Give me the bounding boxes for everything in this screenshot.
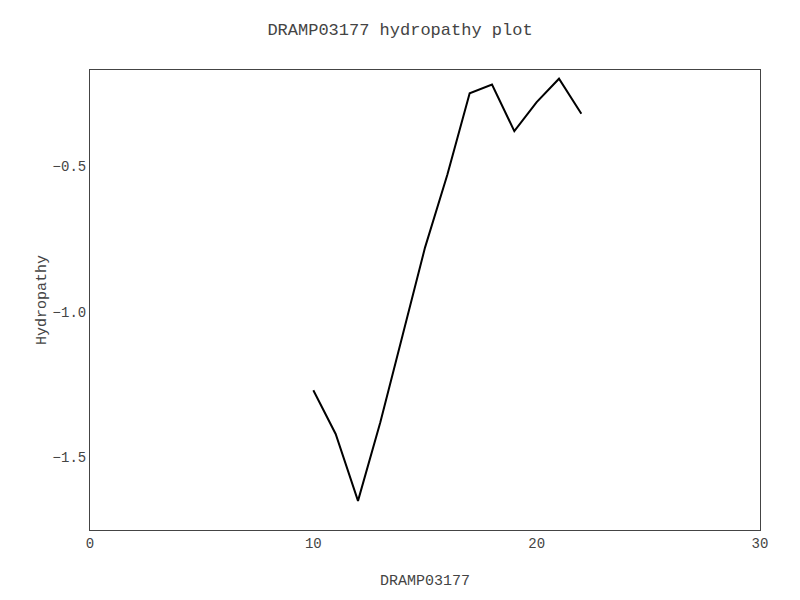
svg-text:−1.5: −1.5 bbox=[53, 450, 87, 466]
svg-text:DRAMP03177 hydropathy plot: DRAMP03177 hydropathy plot bbox=[267, 21, 532, 40]
svg-text:10: 10 bbox=[305, 536, 322, 552]
svg-text:−0.5: −0.5 bbox=[53, 159, 87, 175]
svg-text:−1.0: −1.0 bbox=[53, 305, 87, 321]
svg-text:Hydropathy: Hydropathy bbox=[34, 255, 51, 345]
svg-text:0: 0 bbox=[86, 536, 94, 552]
svg-text:30: 30 bbox=[752, 536, 769, 552]
svg-text:20: 20 bbox=[528, 536, 545, 552]
svg-text:DRAMP03177: DRAMP03177 bbox=[380, 573, 470, 590]
